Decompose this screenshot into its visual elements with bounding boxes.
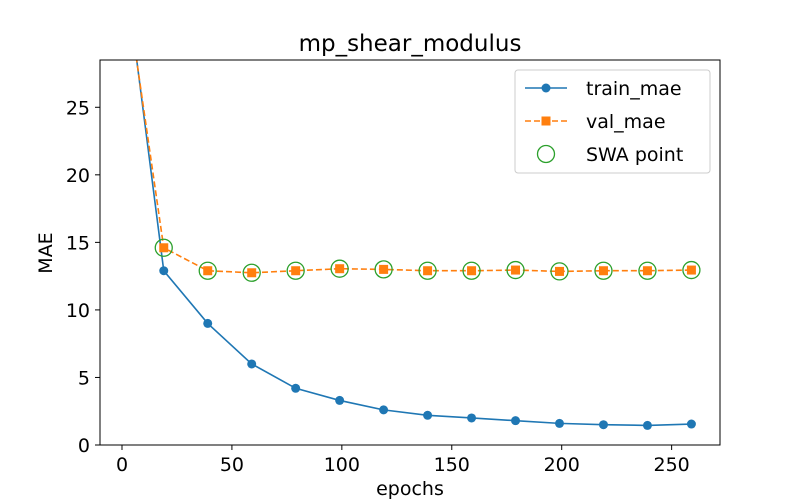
legend-label: SWA point bbox=[586, 144, 683, 166]
y-tick-label: 25 bbox=[66, 97, 90, 119]
legend-marker bbox=[541, 116, 551, 126]
y-axis: 0 5 10 15 20 25 bbox=[66, 97, 100, 457]
data-point bbox=[247, 268, 257, 278]
swa-point-marker bbox=[374, 260, 393, 279]
x-axis-label: epochs bbox=[376, 478, 444, 500]
y-tick-label: 15 bbox=[66, 232, 90, 254]
swa-point-marker bbox=[242, 263, 261, 282]
series-line bbox=[135, 60, 692, 427]
data-point bbox=[555, 266, 565, 276]
data-point bbox=[555, 418, 565, 428]
data-point bbox=[291, 266, 301, 276]
swa-point-marker bbox=[330, 259, 349, 278]
swa-point-marker bbox=[682, 260, 701, 280]
series-train-mae bbox=[135, 60, 696, 430]
swa-point-marker bbox=[594, 261, 613, 280]
data-point bbox=[598, 420, 608, 430]
series-val-mae bbox=[135, 60, 696, 278]
data-point bbox=[159, 266, 169, 276]
data-point bbox=[686, 419, 696, 429]
legend-marker bbox=[536, 144, 556, 164]
y-tick-label: 10 bbox=[66, 300, 90, 322]
data-point bbox=[247, 359, 257, 369]
data-point bbox=[511, 416, 521, 426]
data-point bbox=[335, 395, 345, 405]
series-line bbox=[135, 60, 692, 274]
swa-point-marker bbox=[462, 261, 481, 280]
data-point bbox=[379, 405, 389, 415]
data-point bbox=[203, 318, 213, 328]
plot-frame bbox=[99, 59, 721, 446]
legend-label: train_mae bbox=[586, 78, 682, 100]
x-tick-label: 100 bbox=[324, 454, 360, 476]
x-tick-label: 250 bbox=[653, 454, 689, 476]
data-point bbox=[467, 266, 477, 276]
data-point bbox=[642, 420, 652, 430]
data-point bbox=[335, 264, 345, 274]
legend-item: train_mae bbox=[525, 78, 682, 100]
legend-label: val_mae bbox=[586, 111, 666, 133]
data-point bbox=[467, 413, 477, 423]
x-axis: 0 50 100 150 200 250 bbox=[116, 445, 690, 476]
y-tick-label: 0 bbox=[78, 435, 90, 457]
data-point bbox=[423, 410, 433, 420]
plot-area bbox=[135, 60, 701, 430]
y-axis-label: MAE bbox=[35, 232, 57, 273]
series-swa-point bbox=[154, 238, 701, 282]
data-point bbox=[203, 266, 213, 276]
data-point bbox=[598, 266, 608, 276]
swa-point-marker bbox=[506, 260, 525, 280]
data-point bbox=[291, 383, 301, 393]
data-point bbox=[379, 264, 389, 274]
chart-title: mp_shear_modulus bbox=[299, 31, 522, 57]
swa-point-marker bbox=[154, 238, 173, 257]
x-tick-label: 200 bbox=[544, 454, 580, 476]
x-tick-label: 50 bbox=[220, 454, 244, 476]
swa-point-marker bbox=[550, 262, 569, 281]
legend-box bbox=[514, 69, 711, 174]
swa-point-marker bbox=[286, 261, 305, 280]
swa-point-marker bbox=[638, 261, 657, 280]
y-tick-label: 5 bbox=[78, 367, 90, 389]
data-point bbox=[686, 265, 696, 275]
y-tick-label: 20 bbox=[66, 165, 90, 187]
data-point bbox=[423, 266, 433, 276]
x-tick-label: 150 bbox=[434, 454, 470, 476]
data-point bbox=[642, 266, 652, 276]
legend-item: SWA point bbox=[536, 144, 683, 166]
legend-item: val_mae bbox=[525, 111, 666, 133]
swa-point-marker bbox=[418, 261, 437, 280]
data-point bbox=[511, 265, 521, 275]
swa-point-marker bbox=[198, 261, 217, 280]
x-tick-label: 0 bbox=[116, 454, 128, 476]
data-point bbox=[159, 243, 169, 253]
legend: train_mae val_mae SWA point bbox=[514, 69, 711, 174]
legend-marker bbox=[541, 83, 551, 93]
